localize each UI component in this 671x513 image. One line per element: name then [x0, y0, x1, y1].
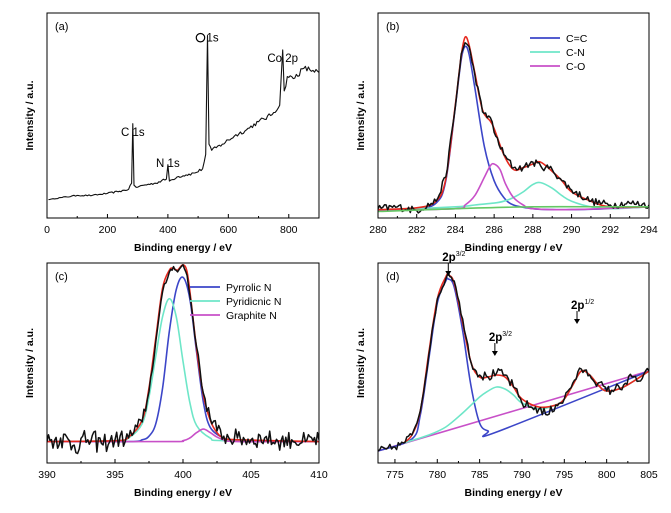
y-axis-label: Intensity / a.u. [355, 328, 367, 398]
x-tick-label: 400 [159, 224, 177, 236]
peak-label: C 1s [121, 127, 145, 139]
peak-label-sup: 3/2 [456, 251, 466, 258]
series-line-trace-4 [378, 42, 649, 214]
x-axis-label: Binding energy / eV [464, 487, 562, 499]
x-tick-label: 286 [485, 224, 503, 236]
x-tick-label: 390 [38, 469, 56, 481]
x-axis-label: Binding energy / eV [134, 242, 232, 254]
panel-label: (d) [386, 271, 399, 283]
x-tick-label: 288 [524, 224, 542, 236]
panel-2: 390 395 400 405 410 Binding energy / eV Intens… [24, 262, 328, 499]
plot-frame [377, 12, 650, 219]
peak-label: N 1s [156, 158, 180, 170]
x-tick-label: 775 [386, 469, 404, 481]
x-tick-label: 0 [44, 224, 50, 236]
x-tick-label: 780 [429, 469, 447, 481]
legend-entry: C=C [566, 33, 588, 45]
series-line-trace-3 [47, 264, 319, 443]
peak-label: Co 2p [267, 53, 298, 65]
series-line-trace-3 [378, 35, 649, 211]
x-tick-label: 294 [640, 224, 658, 236]
series-line-c-c [378, 45, 649, 212]
panel-label: (b) [386, 21, 399, 33]
x-tick-label: 290 [563, 224, 581, 236]
panel-label: (c) [55, 271, 68, 283]
peak-label: 1s [206, 33, 218, 45]
panel-3: 775 780 785 790 795 800 805 Binding energy / eV… [355, 251, 658, 499]
legend-entry: C-O [566, 61, 585, 73]
legend-entry: C-N [566, 47, 585, 59]
y-axis-label: Intensity / a.u. [355, 80, 367, 150]
x-tick-label: 280 [369, 224, 387, 236]
series-line-trace-4 [47, 264, 319, 455]
legend-entry: Graphite N [226, 310, 277, 322]
x-tick-label: 284 [447, 224, 465, 236]
x-tick-label: 400 [174, 469, 192, 481]
series-line-trace-5 [378, 205, 649, 213]
peak-label: 2p3/2 [489, 331, 512, 344]
y-axis-label: Intensity / a.u. [24, 328, 36, 398]
x-tick-label: 395 [106, 469, 124, 481]
series-line-c-o [378, 162, 649, 212]
legend-entry: Pyridicnic N [226, 296, 281, 308]
x-tick-label: 795 [556, 469, 574, 481]
x-tick-label: 785 [471, 469, 489, 481]
y-axis-label: Intensity / a.u. [24, 80, 36, 150]
x-tick-label: 600 [220, 224, 238, 236]
series-line-trace-3 [402, 273, 649, 444]
x-tick-label: 800 [280, 224, 298, 236]
series-line-c-n [378, 181, 649, 212]
peak-arrowhead [445, 271, 452, 276]
panel-label: (a) [55, 21, 68, 33]
plot-frame [377, 262, 650, 464]
x-tick-label: 405 [242, 469, 260, 481]
peak-arrowhead [574, 319, 581, 324]
peak-label-sup: 3/2 [502, 331, 512, 338]
series-line-trace-1 [378, 277, 649, 452]
x-axis-label: Binding energy / eV [464, 242, 562, 254]
x-tick-label: 292 [602, 224, 620, 236]
o-circle-glyph [195, 32, 206, 43]
panel-0: 0 200 400 600 800 Binding energy / eV Intensit… [24, 12, 320, 254]
legend-entry: Pyrrolic N [226, 282, 272, 294]
x-tick-label: 200 [99, 224, 117, 236]
x-tick-label: 800 [598, 469, 616, 481]
series-line-pyridicnic-n [47, 297, 319, 443]
peak-label-full: O 1s [195, 33, 220, 45]
plot-frame [46, 12, 320, 219]
x-tick-label: 410 [310, 469, 328, 481]
peak-arrowhead [491, 351, 498, 356]
x-tick-label: 805 [640, 469, 658, 481]
peak-label: 2p3/2 [442, 251, 465, 264]
panel-1: 280 282 284 286 288 290 292 294 Binding energy /… [355, 12, 658, 254]
series-line-trace-0 [48, 35, 319, 201]
peak-label-sup: 1/2 [584, 299, 594, 306]
x-axis-label: Binding energy / eV [134, 487, 232, 499]
x-tick-label: 790 [513, 469, 531, 481]
x-tick-label: 282 [408, 224, 426, 236]
peak-label: 2p1/2 [571, 299, 594, 312]
series-line-trace-4 [378, 272, 649, 452]
